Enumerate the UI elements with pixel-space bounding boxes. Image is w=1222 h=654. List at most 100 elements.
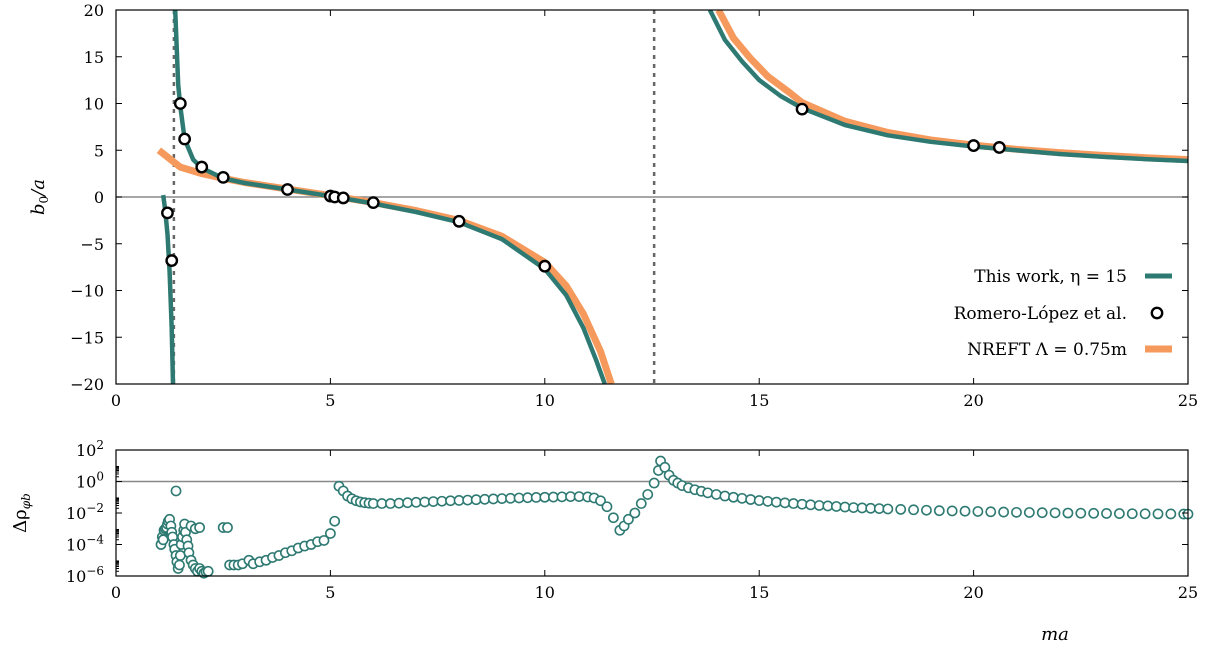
delta-point-152 [1062, 507, 1074, 519]
delta-point-143 [946, 505, 958, 517]
delta-point-102 [623, 513, 634, 525]
top-panel: 0 5 10 15 20 25 20 15 10 5 0 −5 −10 −15 −20 b0/a This … [28, 1, 1198, 410]
delta-point-124 [762, 495, 774, 507]
delta-point-59 [318, 535, 330, 546]
romero-lopez-point-10 [336, 191, 350, 205]
delta-point-121 [736, 492, 748, 504]
top-x-tick-label-5: 25 [1178, 391, 1198, 410]
delta-point-109 [659, 461, 671, 473]
top-y-tick-label-3: 5 [94, 141, 104, 160]
top-y-tick-label-7: −15 [70, 328, 104, 347]
top-x-tick-label-4: 20 [963, 391, 983, 410]
delta-point-61 [329, 515, 341, 527]
delta-point-125 [770, 496, 782, 508]
delta-point-36 [202, 565, 214, 577]
delta-point-160 [1165, 508, 1177, 520]
delta-point-105 [642, 489, 654, 500]
delta-point-154 [1088, 507, 1100, 519]
legend-label-this-work: This work, η = 15 [974, 267, 1127, 287]
top-y-tick-label-6: −10 [70, 282, 104, 301]
romero-lopez-point-12 [452, 214, 466, 228]
bottom-x-tick-label-4: 20 [963, 583, 983, 602]
delta-point-42 [222, 522, 233, 533]
delta-point-138 [882, 503, 894, 515]
delta-point-139 [895, 503, 907, 515]
romero-lopez-point-6 [216, 170, 230, 184]
top-y-tick-label-0: 20 [84, 1, 104, 20]
delta-point-147 [998, 506, 1010, 518]
delta-point-151 [1049, 507, 1061, 519]
delta-point-148 [1011, 506, 1022, 518]
delta-point-3 [157, 534, 169, 546]
delta-point-146 [985, 506, 997, 518]
delta-point-97 [595, 495, 606, 507]
romero-lopez-point-7 [281, 183, 294, 196]
delta-point-37 [170, 485, 182, 497]
top-x-tick-label-1: 5 [325, 391, 335, 410]
delta-point-144 [959, 505, 971, 517]
delta-point-60 [324, 528, 336, 539]
delta-point-99 [608, 512, 619, 524]
bottom-ticks-group: 0 5 10 15 20 25 102 100 10−2 10−4 10−6 [66, 438, 1198, 602]
romero-lopez-point-4 [178, 132, 192, 146]
nreft-curve-2 [715, 10, 1188, 164]
delta-point-40 [194, 522, 206, 533]
delta-point-140 [908, 504, 919, 516]
delta-point-153 [1075, 507, 1087, 519]
romero-lopez-point-1 [161, 206, 174, 220]
this-work-curve-3 [707, 10, 1188, 164]
bottom-panel: 0 5 10 15 20 25 102 100 10−2 10−4 10−6 Δρφb ma [10, 438, 1198, 645]
bottom-y-tick-label-3: 10−4 [66, 533, 104, 555]
legend-label-romero-lopez: Romero-López et al. [954, 304, 1127, 324]
delta-point-98 [601, 501, 613, 513]
bottom-x-tick-label-1: 5 [325, 583, 335, 602]
this-work-curve-1 [160, 194, 176, 384]
bottom-x-tick-label-0: 0 [111, 583, 121, 602]
top-x-tick-label-0: 0 [111, 391, 121, 410]
top-y-tick-label-2: 10 [84, 95, 104, 114]
top-y-tick-label-8: −20 [70, 375, 104, 394]
delta-point-123 [753, 495, 765, 506]
top-y-tick-label-4: 0 [94, 188, 104, 207]
bottom-y-axis-label: Δρφb [10, 493, 33, 533]
top-y-tick-label-1: 15 [84, 48, 104, 67]
legend-marker-romero-lopez [1150, 306, 1164, 320]
delta-point-104 [635, 498, 647, 509]
delta-point-142 [933, 505, 945, 517]
delta-point-141 [921, 504, 932, 516]
top-series-group [156, 10, 1188, 384]
delta-point-127 [788, 498, 799, 509]
bottom-series-group [155, 455, 1194, 579]
delta-point-122 [745, 494, 757, 505]
top-ticks-group: 0 5 10 15 20 25 20 15 10 5 0 −5 −10 −15 −20 [70, 1, 1198, 410]
delta-point-106 [648, 477, 660, 489]
delta-point-120 [728, 491, 739, 503]
delta-point-150 [1036, 507, 1048, 519]
romero-lopez-point-16 [992, 141, 1006, 154]
top-x-tick-label-2: 10 [535, 391, 555, 410]
romero-lopez-point-5 [195, 160, 209, 174]
bottom-x-tick-label-2: 10 [535, 583, 555, 602]
delta-point-159 [1152, 508, 1164, 520]
delta-point-117 [702, 487, 714, 499]
bottom-y-tick-label-1: 100 [76, 470, 104, 492]
delta-point-145 [972, 506, 984, 517]
delta-point-157 [1126, 508, 1138, 520]
romero-lopez-point-3 [173, 97, 187, 110]
legend-label-nreft: NREFT Λ = 0.75m [967, 340, 1127, 360]
romero-lopez-point-15 [967, 139, 980, 152]
bottom-y-tick-label-2: 10−2 [66, 501, 104, 523]
bottom-x-tick-label-5: 25 [1178, 583, 1198, 602]
top-y-tick-label-5: −5 [80, 235, 104, 254]
top-y-axis-label: b0/a [28, 179, 51, 215]
delta-point-149 [1023, 507, 1035, 518]
delta-point-119 [719, 490, 731, 502]
romero-lopez-point-11 [366, 196, 380, 210]
delta-point-158 [1139, 508, 1151, 520]
romero-lopez-point-13 [538, 259, 552, 273]
top-reference-lines [116, 10, 1188, 384]
legend: This work, η = 15 Romero-López et al. NR… [954, 267, 1172, 360]
delta-point-118 [710, 489, 722, 500]
bottom-y-tick-label-0: 102 [76, 438, 104, 460]
